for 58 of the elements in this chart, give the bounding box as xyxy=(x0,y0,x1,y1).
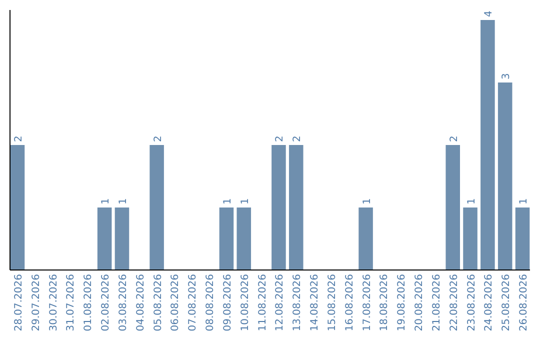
bar xyxy=(498,82,512,270)
x-tick-label: 06.08.2026 xyxy=(170,274,182,332)
bar xyxy=(480,20,495,270)
x-tick-label: 31.07.2026 xyxy=(66,274,77,332)
data-label: 1 xyxy=(100,198,112,204)
x-tick-label: 12.08.2026 xyxy=(274,274,286,332)
bar xyxy=(446,145,460,270)
bar xyxy=(10,145,25,270)
x-tick-label: 19.08.2026 xyxy=(396,274,408,332)
x-tick-label: 13.08.2026 xyxy=(292,274,304,332)
x-tick-label: 18.08.2026 xyxy=(379,274,390,332)
x-tick-label: 28.07.2026 xyxy=(13,274,24,332)
x-tick-label: 07.08.2026 xyxy=(188,274,199,332)
bar xyxy=(114,208,130,270)
x-tick-label: 26.08.2026 xyxy=(518,274,530,332)
data-label: 2 xyxy=(13,136,24,142)
data-label: 1 xyxy=(466,198,478,204)
bar xyxy=(515,208,530,270)
x-tick-label: 15.08.2026 xyxy=(326,274,338,332)
data-label: 2 xyxy=(448,136,460,142)
x-tick-label: 02.08.2026 xyxy=(100,274,112,332)
x-tick-label: 10.08.2026 xyxy=(240,274,251,332)
bar xyxy=(150,145,164,270)
data-label: 2 xyxy=(152,136,164,142)
bar xyxy=(97,208,112,270)
data-label: 1 xyxy=(118,198,129,204)
x-tick-label: 20.08.2026 xyxy=(414,274,426,332)
data-label: 3 xyxy=(501,73,512,80)
x-tick-label: 08.08.2026 xyxy=(205,274,216,332)
x-tick-label: 22.08.2026 xyxy=(448,274,460,332)
bar xyxy=(219,208,234,270)
x-tick-label: 29.07.2026 xyxy=(30,274,42,332)
bar xyxy=(463,208,478,270)
x-tick-label: 21.08.2026 xyxy=(431,274,442,332)
x-tick-label: 17.08.2026 xyxy=(362,274,373,332)
x-tick-label: 30.07.2026 xyxy=(48,274,60,332)
data-label: 2 xyxy=(274,136,286,142)
x-tick-label: 14.08.2026 xyxy=(310,274,321,332)
bar xyxy=(236,208,252,270)
x-tick-label: 09.08.2026 xyxy=(222,274,234,332)
data-label: 1 xyxy=(362,198,373,204)
bar xyxy=(288,145,304,270)
x-tick-label: 01.08.2026 xyxy=(83,274,94,332)
data-label: 1 xyxy=(518,198,530,204)
x-tick-label: 24.08.2026 xyxy=(484,274,495,332)
x-tick-label: 11.08.2026 xyxy=(257,274,268,332)
x-tick-label: 03.08.2026 xyxy=(118,274,129,332)
x-tick-label: 05.08.2026 xyxy=(152,274,164,332)
data-label: 2 xyxy=(292,136,304,142)
data-label: 1 xyxy=(222,198,234,204)
bar xyxy=(272,145,286,270)
x-tick-label: 04.08.2026 xyxy=(135,274,146,332)
bar xyxy=(358,208,373,270)
x-tick-label: 16.08.2026 xyxy=(344,274,356,332)
x-tick-label: 25.08.2026 xyxy=(501,274,512,332)
x-tick-label: 23.08.2026 xyxy=(466,274,478,332)
data-label: 1 xyxy=(240,198,251,204)
data-label: 4 xyxy=(484,10,495,17)
